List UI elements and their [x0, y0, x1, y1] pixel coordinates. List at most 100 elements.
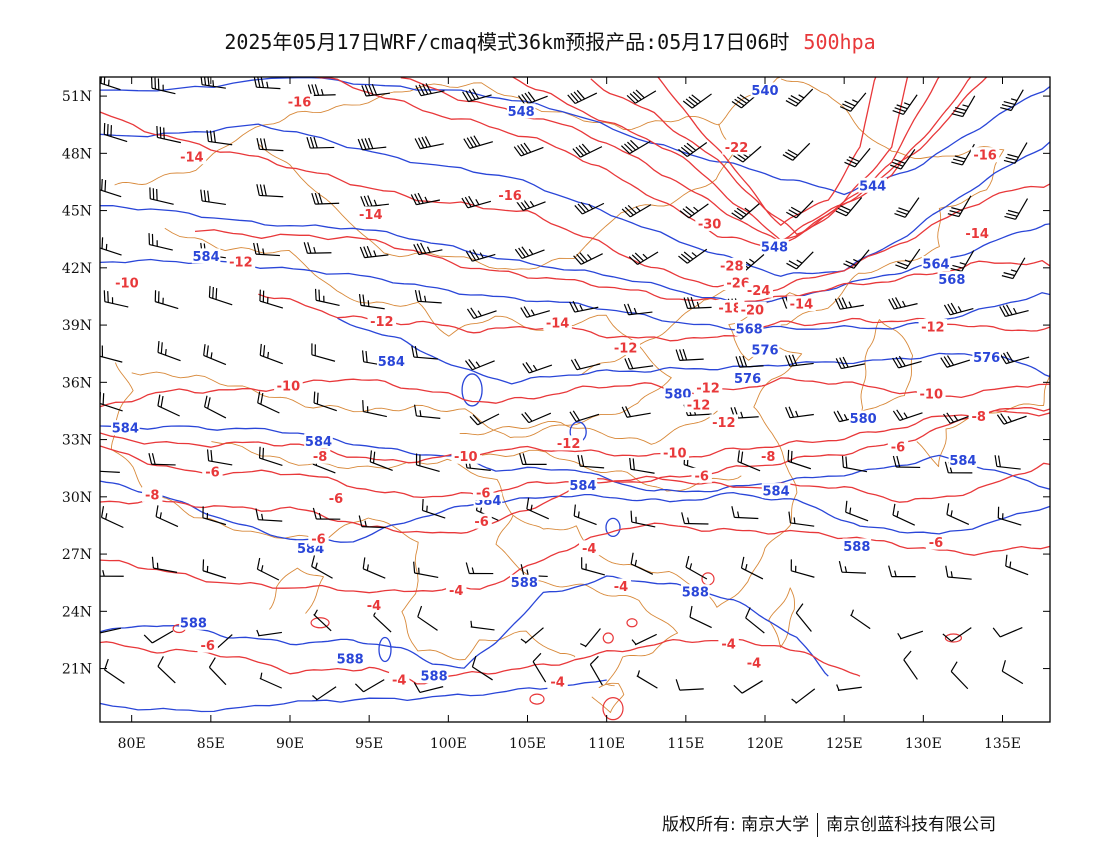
temperature-contour [100, 377, 1050, 408]
temperature-label-bg [709, 414, 739, 430]
wind-barb [421, 499, 446, 519]
temperature-label-bg [274, 378, 303, 394]
wind-barb [945, 565, 972, 580]
lat-tick-label: 42N [62, 261, 92, 277]
temperature-label: -10 [115, 277, 139, 292]
height-contour [337, 317, 1050, 385]
height-label: 576 [734, 372, 761, 387]
temperature-label-bg [970, 147, 1000, 163]
wind-barb [675, 679, 704, 691]
wind-barb [200, 189, 226, 206]
boundary-line [110, 362, 576, 661]
wind-barb [526, 497, 549, 520]
wind-barb [892, 94, 918, 116]
height-label-bg [734, 320, 764, 336]
wind-barb [679, 203, 709, 219]
temperature-label: -16 [498, 189, 522, 204]
temperature-label-bg [918, 318, 948, 334]
wind-barb [943, 302, 974, 316]
wind-barb [208, 657, 227, 686]
height-contour [100, 425, 1050, 493]
wind-barb [413, 242, 443, 256]
height-label-bg [921, 256, 951, 272]
height-label: 584 [112, 422, 139, 437]
wind-barb [369, 450, 393, 472]
height-label-bg [191, 248, 221, 264]
height-label-bg [972, 349, 1001, 365]
height-label-bg [760, 238, 789, 254]
height-contour [100, 204, 1050, 303]
wind-barb [735, 355, 764, 368]
temperature-label-bg [202, 464, 223, 480]
wind-barb [636, 670, 658, 689]
temperature-label-bg [446, 582, 467, 598]
plot-frame [99, 76, 1051, 723]
wind-barb [577, 454, 605, 469]
temperature-label: -16 [973, 149, 997, 164]
height-label-bg [937, 271, 967, 287]
temperature-label: -4 [550, 675, 564, 690]
wind-barb [149, 187, 174, 205]
map-title: 2025年05月17日WRF/cmaq模式36km预报产品:05月17日06时 5… [0, 26, 1100, 55]
wind-barb [795, 603, 812, 632]
wind-barb [733, 680, 763, 694]
temperature-label: -14 [790, 298, 814, 313]
wind-barb [312, 686, 337, 701]
temperature-label-bg [112, 275, 142, 291]
boundary-line [591, 682, 625, 713]
temperature-label-bg [367, 313, 397, 329]
wind-barb [465, 249, 496, 262]
wind-barb [992, 627, 1023, 638]
wind-barb [903, 650, 918, 680]
wind-barb [573, 504, 597, 526]
temperature-label: -14 [965, 227, 989, 242]
wind-barb [947, 195, 972, 218]
wind-barb [567, 89, 598, 105]
wind-barb [685, 555, 708, 580]
wind-barb [892, 455, 921, 469]
height-label: 588 [511, 576, 538, 591]
wind-barb [629, 457, 655, 474]
wind-barb [100, 345, 123, 363]
wind-barb [785, 354, 814, 367]
temperature-label-bg [887, 439, 909, 455]
lat-tick-label: 21N [62, 662, 92, 678]
temperature-label-bg [495, 187, 525, 203]
wind-barb [942, 627, 972, 642]
temperature-label: -12 [557, 437, 581, 452]
temperature-label: -12 [229, 256, 253, 271]
wind-barb [519, 453, 547, 466]
wind-barb [999, 304, 1029, 317]
wind-barb [469, 413, 500, 426]
wind-barb [838, 560, 866, 574]
wind-barb [892, 355, 922, 369]
lon-tick-label: 95E [355, 736, 383, 752]
copyright-divider [817, 813, 819, 837]
wind-barb [306, 136, 335, 149]
temperature-label-bg [197, 637, 218, 653]
temperature-label: -12 [370, 315, 394, 330]
temperature-label: -30 [698, 217, 722, 232]
height-label: 568 [736, 322, 763, 337]
temperature-label: -4 [582, 542, 596, 557]
wind-barb [155, 505, 179, 528]
height-label: 568 [938, 273, 965, 288]
temperature-label: -12 [696, 382, 720, 397]
wind-barb [470, 620, 495, 631]
wind-barb [417, 605, 438, 631]
wind-barb [678, 142, 708, 158]
temperature-contour [602, 632, 614, 644]
title-main: 2025年05月17日WRF/cmaq模式36km预报产品:05月17日06时 [224, 30, 790, 54]
temperature-label: -4 [367, 599, 381, 614]
height-label: 564 [922, 258, 949, 273]
height-label: 548 [508, 105, 535, 120]
lat-tick-label: 48N [62, 146, 92, 162]
wind-barb [413, 682, 444, 694]
temperature-label: -6 [929, 536, 943, 551]
wind-barb [203, 344, 227, 366]
height-label: 544 [859, 179, 886, 194]
wind-barb [362, 557, 386, 579]
wind-barb [463, 135, 493, 149]
wind-barb [623, 303, 653, 316]
